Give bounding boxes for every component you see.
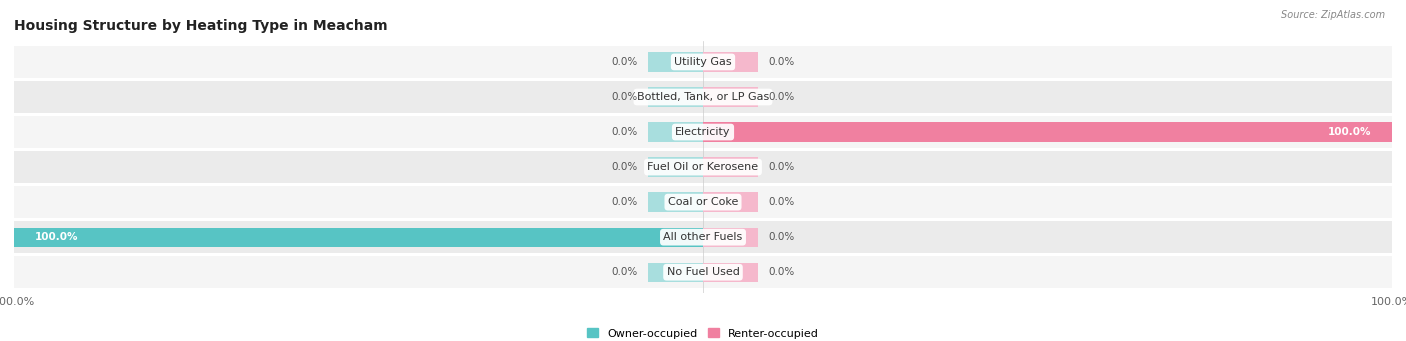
Text: 0.0%: 0.0% [612,57,637,67]
Bar [703,52,758,72]
Bar [648,263,703,282]
Text: 0.0%: 0.0% [769,232,794,242]
Text: 0.0%: 0.0% [769,267,794,277]
Bar [14,81,1392,113]
Text: 0.0%: 0.0% [769,197,794,207]
Text: 100.0%: 100.0% [35,232,79,242]
Bar [703,263,758,282]
Bar [648,158,703,177]
Bar [14,46,1392,78]
Bar [703,227,758,247]
Bar [703,193,758,212]
Text: Coal or Coke: Coal or Coke [668,197,738,207]
Bar [703,87,758,107]
Bar [648,122,703,142]
Text: Source: ZipAtlas.com: Source: ZipAtlas.com [1281,10,1385,20]
Bar [648,52,703,72]
Bar [14,116,1392,148]
Text: 0.0%: 0.0% [612,92,637,102]
Text: 0.0%: 0.0% [612,162,637,172]
Text: 100.0%: 100.0% [1327,127,1371,137]
Text: 0.0%: 0.0% [769,92,794,102]
Text: 0.0%: 0.0% [612,127,637,137]
Text: Housing Structure by Heating Type in Meacham: Housing Structure by Heating Type in Mea… [14,19,388,33]
Bar [703,158,758,177]
Bar [14,256,1392,288]
Text: 0.0%: 0.0% [612,197,637,207]
Bar [703,122,1392,142]
Text: 0.0%: 0.0% [769,162,794,172]
Text: Electricity: Electricity [675,127,731,137]
Bar [14,151,1392,183]
Bar [14,186,1392,218]
Legend: Owner-occupied, Renter-occupied: Owner-occupied, Renter-occupied [582,324,824,341]
Text: Utility Gas: Utility Gas [675,57,731,67]
Text: All other Fuels: All other Fuels [664,232,742,242]
Bar [14,227,703,247]
Bar [648,193,703,212]
Text: No Fuel Used: No Fuel Used [666,267,740,277]
Bar [648,87,703,107]
Text: 0.0%: 0.0% [769,57,794,67]
Text: Bottled, Tank, or LP Gas: Bottled, Tank, or LP Gas [637,92,769,102]
Text: Fuel Oil or Kerosene: Fuel Oil or Kerosene [647,162,759,172]
Text: 0.0%: 0.0% [612,267,637,277]
Bar [14,221,1392,253]
